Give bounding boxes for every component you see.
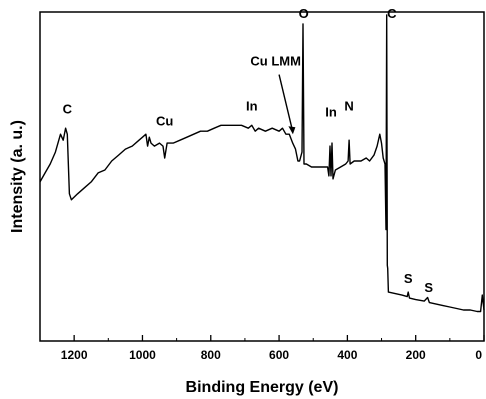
x-axis-ticks <box>39 335 485 341</box>
peak-label: Cu <box>156 113 173 128</box>
peak-label: In <box>325 104 337 119</box>
x-tick-label: 600 <box>269 348 289 362</box>
peak-labels: C Cu In Cu LMM O In N C SS <box>63 6 434 295</box>
x-tick-label: 0 <box>475 348 482 362</box>
x-tick-labels: 1200 1000 800 600 400 200 0 <box>61 348 483 362</box>
peak-label: S <box>404 271 413 286</box>
x-tick-label: 400 <box>337 348 357 362</box>
x-tick-label: 1000 <box>129 348 156 362</box>
x-tick-label: 800 <box>201 348 221 362</box>
peak-label: Cu LMM <box>250 54 301 69</box>
peak-label: In <box>246 98 258 113</box>
peak-label: O <box>299 6 309 21</box>
cu-lmm-arrow-head <box>288 126 296 135</box>
peak-label: S <box>424 280 433 295</box>
peak-label: C <box>387 6 397 21</box>
spectrum-line <box>39 14 485 313</box>
x-tick-label: 200 <box>406 348 426 362</box>
peak-label: N <box>344 98 353 113</box>
x-tick-label: 1200 <box>61 348 88 362</box>
cu-lmm-arrow <box>278 74 294 131</box>
peak-label: C <box>63 101 73 116</box>
x-axis-title: Binding Energy (eV) <box>186 379 339 396</box>
y-axis-title: Intensity (a. u.) <box>9 120 26 233</box>
plot-frame <box>39 11 485 342</box>
